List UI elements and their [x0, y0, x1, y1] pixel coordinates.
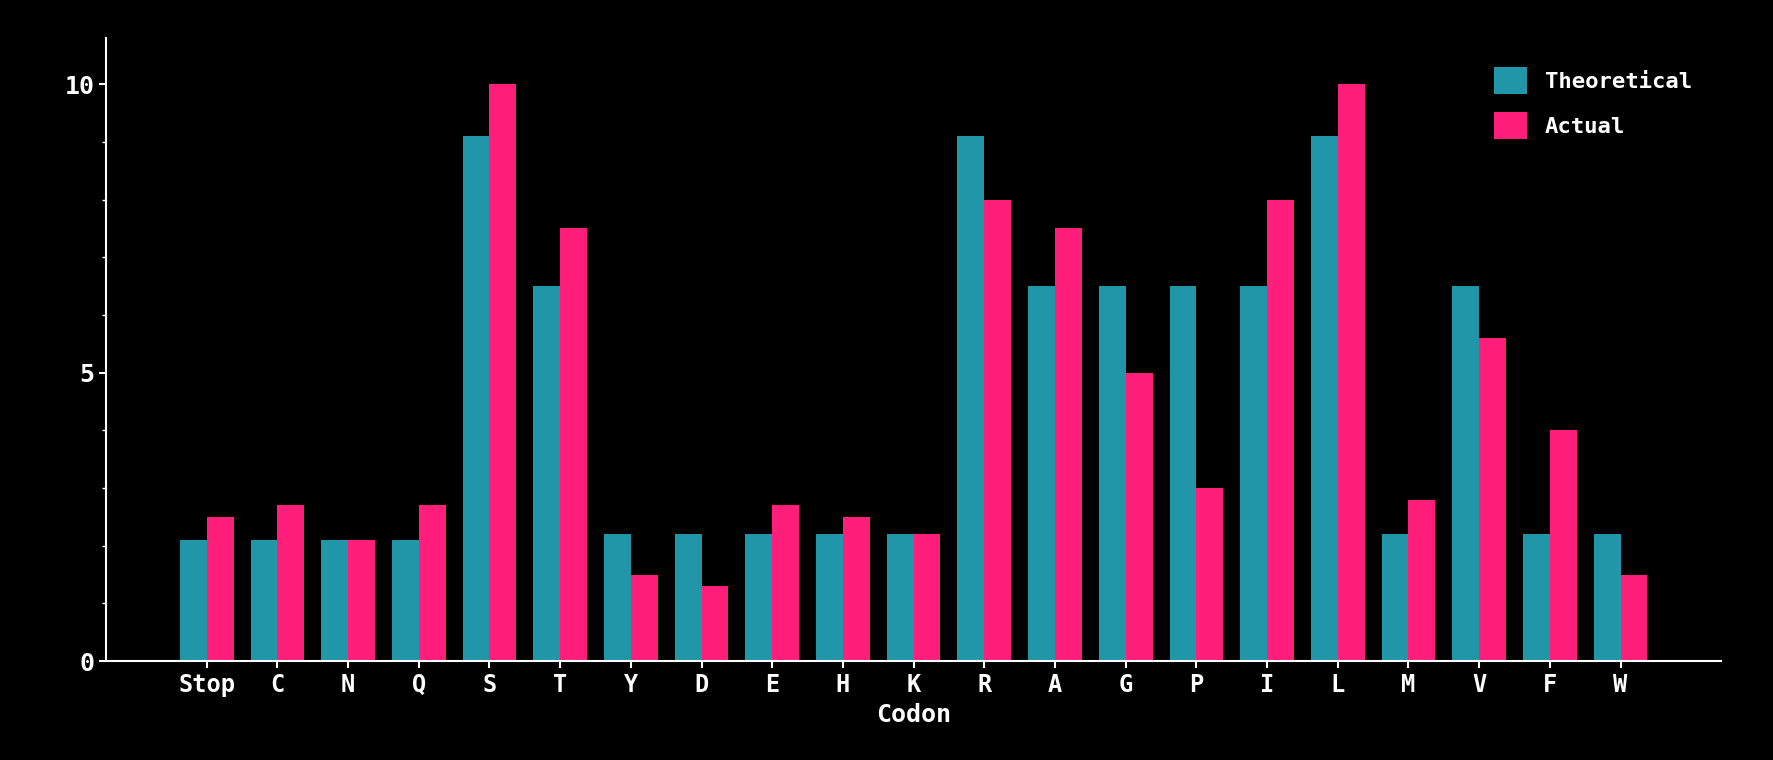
Bar [1479, 338, 1505, 661]
Bar [489, 84, 516, 661]
Bar [886, 534, 913, 661]
Bar [207, 517, 234, 661]
Bar [1408, 499, 1434, 661]
Bar [957, 136, 984, 661]
Bar [1097, 286, 1126, 661]
Bar [392, 540, 418, 661]
Bar [771, 505, 798, 661]
Bar [1619, 575, 1647, 661]
Bar [250, 540, 277, 661]
Bar [321, 540, 348, 661]
Bar [1126, 372, 1152, 661]
Bar [1168, 286, 1195, 661]
Bar [1381, 534, 1408, 661]
Bar [277, 505, 303, 661]
Bar [984, 200, 1011, 661]
Bar [1028, 286, 1055, 661]
Bar [913, 534, 940, 661]
Bar [1310, 136, 1337, 661]
Bar [745, 534, 771, 661]
Bar [179, 540, 207, 661]
X-axis label: Codon: Codon [876, 702, 950, 727]
Bar [603, 534, 631, 661]
Bar [1592, 534, 1619, 661]
Bar [418, 505, 445, 661]
Bar [560, 229, 587, 661]
Bar [674, 534, 700, 661]
Bar [816, 534, 842, 661]
Bar [1452, 286, 1479, 661]
Bar [534, 286, 560, 661]
Bar [1239, 286, 1266, 661]
Bar [842, 517, 869, 661]
Bar [463, 136, 489, 661]
Bar [700, 586, 729, 661]
Bar [1195, 488, 1223, 661]
Bar [1266, 200, 1293, 661]
Bar [348, 540, 374, 661]
Bar [1523, 534, 1550, 661]
Bar [1055, 229, 1082, 661]
Bar [1550, 430, 1576, 661]
Legend: Theoretical, Actual: Theoretical, Actual [1475, 49, 1709, 157]
Bar [631, 575, 658, 661]
Bar [1337, 84, 1363, 661]
